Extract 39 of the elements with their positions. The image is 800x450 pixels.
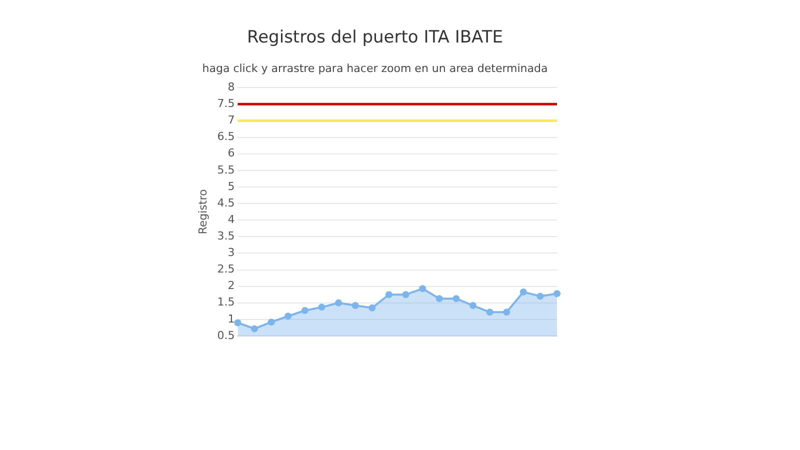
y-tick-label: 1 — [228, 312, 235, 326]
point — [436, 295, 443, 302]
point — [234, 319, 242, 326]
chart-title: Registros del puerto ITA IBATE — [247, 28, 503, 48]
point — [486, 308, 494, 316]
point — [503, 308, 510, 316]
y-tick-label: 6 — [228, 146, 235, 160]
point — [368, 304, 376, 312]
point — [385, 291, 392, 298]
y-tick-label: 3 — [228, 246, 235, 260]
point — [554, 290, 560, 298]
y-tick-label: 1.5 — [217, 296, 235, 309]
y-tick-label: 7 — [228, 114, 235, 127]
y-tick-label: 2 — [228, 279, 235, 292]
point — [402, 291, 410, 298]
y-tick-label: 5 — [228, 180, 235, 193]
chart-subtitle: haga click y arrastre para hacer zoom en un area determinada — [202, 62, 548, 75]
point — [352, 302, 359, 310]
point — [536, 292, 544, 300]
y-tick-label: 4 — [228, 212, 235, 226]
point — [318, 304, 326, 311]
point — [335, 299, 342, 306]
point — [251, 325, 258, 332]
y-tick-label: 7.5 — [217, 97, 235, 110]
point — [284, 312, 292, 320]
point — [301, 307, 308, 314]
point — [520, 288, 527, 296]
y-tick-label: 8 — [228, 80, 235, 94]
y-tick-label: 6.5 — [217, 130, 235, 144]
y-tick-label: 4.5 — [217, 196, 235, 210]
y-tick-label: 5.5 — [217, 163, 235, 176]
point — [419, 285, 426, 292]
point — [268, 318, 275, 326]
y-tick-label: 0.5 — [217, 328, 235, 342]
y-axis-title: Registro — [196, 189, 210, 234]
y-tick-label: 3.5 — [217, 230, 235, 242]
y-tick-label: 2.5 — [217, 262, 235, 276]
point — [469, 302, 476, 310]
point — [452, 295, 460, 302]
